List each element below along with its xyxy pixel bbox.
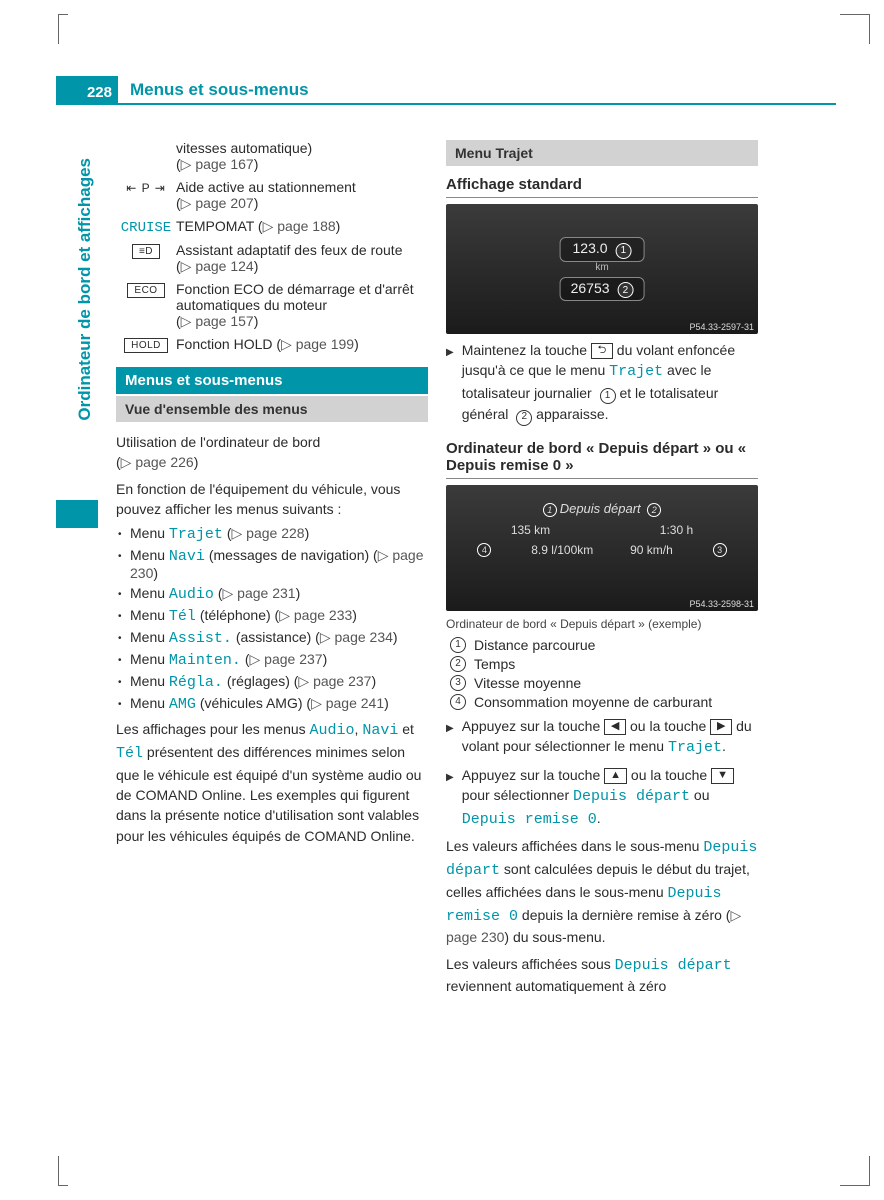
feature-text: Aide active au stationnement(▷ page 207) bbox=[176, 179, 428, 212]
menu-list-item: Menu Assist. (assistance) (▷ page 234) bbox=[130, 629, 428, 647]
step-2: Appuyez sur la touche ◀ ou la touche ▶ d… bbox=[446, 716, 758, 759]
step-3: Appuyez sur la touche ▲ ou la touche ▼ p… bbox=[446, 765, 758, 831]
menu-list-item: Menu Régla. (réglages) (▷ page 237) bbox=[130, 673, 428, 691]
menu-list-item: Menu Tél (téléphone) (▷ page 233) bbox=[130, 607, 428, 625]
legend-item: 4Consommation moyenne de carburant bbox=[446, 694, 758, 710]
right-column: Menu Trajet Affichage standard 123.0 1 k… bbox=[446, 140, 758, 1003]
menu-list-item: Menu AMG (véhicules AMG) (▷ page 241) bbox=[130, 695, 428, 713]
crop-mark bbox=[58, 14, 68, 44]
feature-row: vitesses automatique)(▷ page 167) bbox=[116, 140, 428, 173]
feature-text: TEMPOMAT (▷ page 188) bbox=[176, 218, 428, 236]
step-marker-icon bbox=[446, 716, 454, 759]
crop-mark bbox=[840, 1156, 870, 1186]
menu-list-item: Menu Audio (▷ page 231) bbox=[130, 585, 428, 603]
image-code: P54.33-2597-31 bbox=[689, 322, 754, 332]
feature-row: ECOFonction ECO de démarrage et d'arrêt … bbox=[116, 281, 428, 330]
down-key-icon: ▼ bbox=[711, 768, 734, 784]
heading-standard: Affichage standard bbox=[446, 176, 758, 198]
legend-list: 1Distance parcourue 2Temps 3Vitesse moyenn… bbox=[446, 637, 758, 710]
intro-para2: En fonction de l'équipement du véhicule,… bbox=[116, 479, 428, 520]
feature-table: vitesses automatique)(▷ page 167)⇤ P ⇥Ai… bbox=[116, 140, 428, 353]
menu-list: Menu Trajet (▷ page 228) Menu Navi (messa… bbox=[116, 525, 428, 713]
header-title: Menus et sous-menus bbox=[130, 80, 309, 100]
menu-list-item: Menu Navi (messages de navigation) (▷ pa… bbox=[130, 547, 428, 581]
heading-depuis: Ordinateur de bord « Depuis départ » ou … bbox=[446, 440, 758, 479]
crop-mark bbox=[58, 1156, 68, 1186]
right-key-icon: ▶ bbox=[710, 719, 732, 735]
values-para: Les valeurs affichées dans le sous-menu … bbox=[446, 836, 758, 947]
intro-para: Utilisation de l'ordinateur de bord (▷ p… bbox=[116, 432, 428, 473]
step-marker-icon bbox=[446, 765, 454, 831]
menu-list-item: Menu Trajet (▷ page 228) bbox=[130, 525, 428, 543]
none-icon bbox=[116, 140, 176, 173]
thumb-tab bbox=[56, 500, 98, 528]
section-title: Menus et sous-menus bbox=[116, 367, 428, 394]
step-1: Maintenez la touche ⮌ du volant enfoncée… bbox=[446, 340, 758, 426]
image-code: P54.33-2598-31 bbox=[689, 599, 754, 609]
display-image-1: 123.0 1 km 26753 2 P54.33-2597-31 bbox=[446, 204, 758, 334]
side-section-label: Ordinateur de bord et affichages bbox=[75, 158, 95, 478]
legend-item: 3Vitesse moyenne bbox=[446, 675, 758, 691]
feature-text: vitesses automatique)(▷ page 167) bbox=[176, 140, 428, 173]
display-image-2: 1Depuis départ 2 135 km1:30 h 48.9 l/100… bbox=[446, 485, 758, 611]
page-number: 228 bbox=[56, 76, 118, 104]
up-key-icon: ▲ bbox=[604, 768, 627, 784]
legend-item: 1Distance parcourue bbox=[446, 637, 758, 653]
feature-text: Fonction ECO de démarrage et d'arrêt aut… bbox=[176, 281, 428, 330]
menu-trajet-bar: Menu Trajet bbox=[446, 140, 758, 166]
left-column: vitesses automatique)(▷ page 167)⇤ P ⇥Ai… bbox=[116, 140, 428, 1003]
header-rule bbox=[56, 103, 836, 105]
feature-row: HOLDFonction HOLD (▷ page 199) bbox=[116, 336, 428, 353]
step-marker-icon bbox=[446, 340, 454, 426]
pa-icon: ⇤ P ⇥ bbox=[116, 179, 176, 212]
menu-list-item: Menu Mainten. (▷ page 237) bbox=[130, 651, 428, 669]
feature-text: Assistant adaptatif des feux de route(▷ … bbox=[176, 242, 428, 275]
reset-para: Les valeurs affichées sous Depuis départ… bbox=[446, 954, 758, 997]
legend-item: 2Temps bbox=[446, 656, 758, 672]
lowbeam-icon: ≡D bbox=[116, 242, 176, 275]
subsection-title: Vue d'ensemble des menus bbox=[116, 396, 428, 422]
feature-row: ≡DAssistant adaptatif des feux de route(… bbox=[116, 242, 428, 275]
crop-mark bbox=[840, 14, 870, 44]
notice-para: Les affichages pour les menus Audio, Nav… bbox=[116, 719, 428, 846]
left-key-icon: ◀ bbox=[604, 719, 626, 735]
feature-row: ⇤ P ⇥Aide active au stationnement(▷ page… bbox=[116, 179, 428, 212]
cruise-icon: CRUISE bbox=[116, 218, 176, 236]
page-header: 228 Menus et sous-menus bbox=[56, 76, 836, 104]
feature-text: Fonction HOLD (▷ page 199) bbox=[176, 336, 428, 353]
box-icon: ECO bbox=[116, 281, 176, 330]
back-key-icon: ⮌ bbox=[591, 343, 613, 359]
box-icon: HOLD bbox=[116, 336, 176, 353]
caption-2: Ordinateur de bord « Depuis départ » (ex… bbox=[446, 617, 758, 631]
feature-row: CRUISETEMPOMAT (▷ page 188) bbox=[116, 218, 428, 236]
